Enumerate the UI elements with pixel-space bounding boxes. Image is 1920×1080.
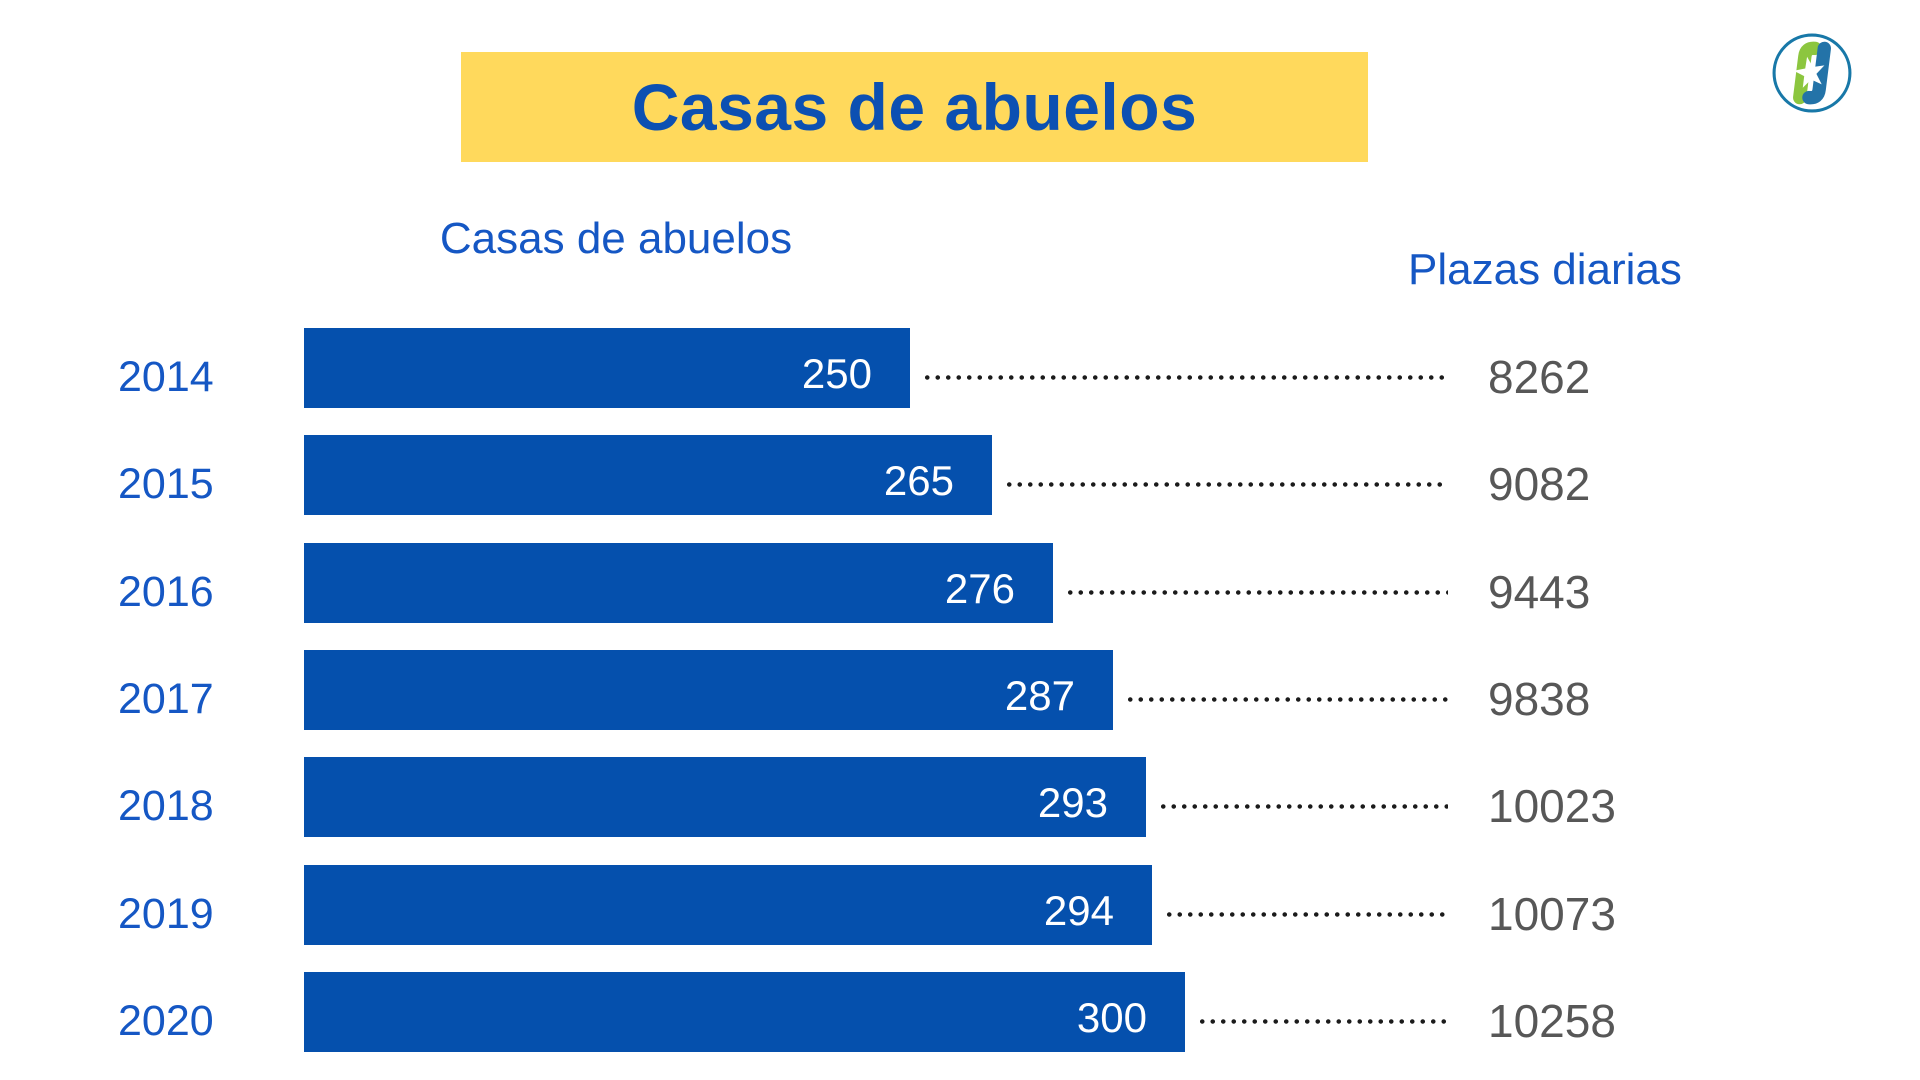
plazas-value-label: 10073 [1488, 888, 1616, 940]
column-header-plazas: Plazas diarias [1408, 245, 1682, 294]
title-banner: Casas de abuelos [461, 52, 1368, 162]
brand-logo [1772, 33, 1852, 113]
casas-bar: 294 [304, 865, 1152, 945]
chart-row: 2020 300 10258 [0, 965, 1920, 1072]
dotted-leader-line [1125, 697, 1448, 702]
logo-star-icon [1793, 56, 1825, 88]
column-header-casas: Casas de abuelos [439, 214, 793, 263]
plazas-value-label: 8262 [1488, 351, 1591, 403]
year-label: 2017 [118, 675, 214, 723]
plazas-value-label: 10258 [1488, 995, 1616, 1047]
casas-bar: 276 [304, 543, 1053, 623]
casas-value-label: 265 [883, 457, 954, 504]
plazas-value-label: 9082 [1488, 458, 1591, 510]
chart-row: 2016 276 9443 [0, 536, 1920, 643]
casas-bar: 287 [304, 650, 1113, 730]
chart-row: 2019 294 10073 [0, 858, 1920, 965]
plazas-value-label: 9838 [1488, 673, 1591, 725]
casas-value-label: 250 [801, 350, 872, 397]
casas-value-label: 276 [944, 565, 1015, 612]
year-label: 2014 [118, 353, 214, 401]
casas-bar: 250 [304, 328, 910, 408]
year-label: 2018 [118, 782, 214, 830]
year-label: 2020 [118, 997, 214, 1045]
dotted-leader-line [1158, 804, 1448, 809]
dotted-leader-line [1065, 590, 1448, 595]
logo-green-bar [1793, 41, 1822, 105]
year-label: 2015 [118, 460, 214, 508]
casas-value-label: 287 [1004, 672, 1075, 719]
dotted-leader-line [1197, 1019, 1448, 1024]
chart-row: 2015 265 9082 [0, 428, 1920, 535]
chart-row: 2018 293 10023 [0, 750, 1920, 857]
chart-rows: 2014 250 8262 2015 265 9082 2016 276 944… [0, 321, 1920, 1080]
dotted-leader-line [1164, 912, 1448, 917]
page-title: Casas de abuelos [631, 70, 1198, 144]
logo-blue-bar [1802, 41, 1831, 105]
casas-bar: 265 [304, 435, 992, 515]
year-label: 2016 [118, 568, 214, 616]
plazas-value-label: 10023 [1488, 780, 1616, 832]
casas-value-label: 300 [1076, 994, 1147, 1041]
casas-value-label: 294 [1043, 887, 1114, 934]
casas-value-label: 293 [1037, 779, 1108, 826]
chart-row: 2017 287 9838 [0, 643, 1920, 750]
casas-bar: 300 [304, 972, 1185, 1052]
plazas-value-label: 9443 [1488, 566, 1591, 618]
dotted-leader-line [1004, 482, 1448, 487]
casas-bar: 293 [304, 757, 1146, 837]
year-label: 2019 [118, 890, 214, 938]
chart-row: 2014 250 8262 [0, 321, 1920, 428]
dotted-leader-line [922, 375, 1448, 380]
